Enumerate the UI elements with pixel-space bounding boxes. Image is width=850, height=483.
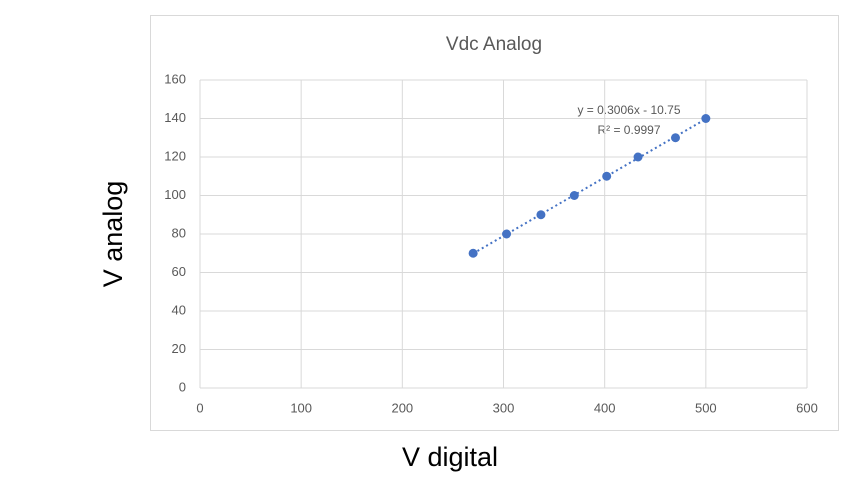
y-tick-label: 120 <box>164 148 186 163</box>
x-tick-label: 100 <box>290 400 312 415</box>
chart-frame <box>150 15 839 431</box>
x-tick-label: 500 <box>695 400 717 415</box>
chart-title: Vdc Analog <box>446 34 542 55</box>
data-point <box>536 210 546 220</box>
data-point <box>633 152 643 162</box>
data-point <box>701 114 711 123</box>
trendline-equation: y = 0.3006x - 10.75 <box>577 103 680 117</box>
y-tick-label: 60 <box>172 264 186 279</box>
data-point <box>468 248 478 258</box>
x-tick-label: 0 <box>196 400 203 415</box>
y-tick-label: 140 <box>164 110 186 125</box>
trendline-r-squared: R² = 0.9997 <box>597 123 660 137</box>
y-tick-label: 40 <box>172 302 186 317</box>
y-tick-label: 160 <box>164 71 186 86</box>
x-tick-label: 400 <box>594 400 616 415</box>
y-tick-label: 0 <box>179 379 186 394</box>
y-tick-label: 20 <box>172 341 186 356</box>
x-tick-label: 300 <box>493 400 515 415</box>
data-point <box>569 191 579 200</box>
y-tick-label: 80 <box>172 225 186 240</box>
x-tick-label: 200 <box>391 400 413 415</box>
data-point <box>602 171 612 181</box>
y-axis-label: V analog <box>98 181 128 288</box>
data-point <box>502 229 512 239</box>
x-tick-label: 600 <box>796 400 818 415</box>
y-tick-label: 100 <box>164 187 186 202</box>
data-point <box>670 133 680 143</box>
x-axis-label: V digital <box>402 442 498 472</box>
